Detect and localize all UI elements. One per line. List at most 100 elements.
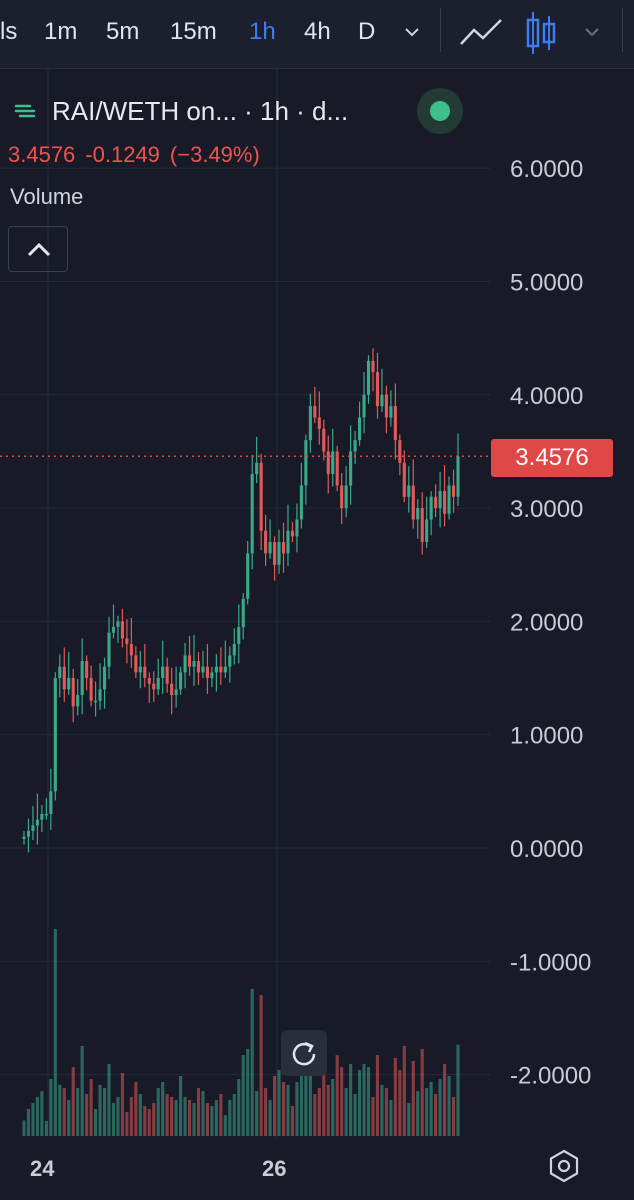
timeframe-toolbar: ls 1m 5m 15m 1h 4h D — [0, 0, 634, 69]
volume-bar — [255, 1091, 259, 1136]
volume-bar — [420, 1049, 424, 1136]
candle — [232, 644, 236, 656]
candle — [344, 485, 348, 509]
candle — [241, 598, 245, 628]
volume-bar — [98, 1085, 102, 1136]
candle — [286, 530, 290, 554]
volume-bar — [138, 1094, 142, 1136]
volume-bar — [228, 1100, 232, 1136]
candle — [102, 666, 107, 690]
volume-bar — [232, 1094, 236, 1136]
volume-bar — [147, 1109, 151, 1136]
timeframe-1h[interactable]: 1h — [249, 18, 276, 45]
y-axis-label: -2.0000 — [510, 1063, 591, 1090]
candle — [85, 661, 89, 679]
volume-bar — [89, 1079, 93, 1136]
chevron-down-icon[interactable] — [402, 22, 422, 42]
timeframe-ls[interactable]: ls — [0, 18, 18, 45]
volume-bar — [125, 1112, 129, 1136]
candle — [272, 542, 277, 565]
volume-bar — [129, 1097, 133, 1136]
candle — [111, 627, 116, 633]
volume-bar — [76, 1088, 80, 1136]
y-axis-label: 4.0000 — [510, 383, 583, 410]
candle — [295, 519, 299, 537]
volume-bar — [161, 1082, 165, 1136]
volume-bar — [299, 1049, 303, 1136]
volume-bar — [183, 1097, 187, 1136]
line-chart-icon[interactable] — [458, 14, 504, 50]
volume-bar — [71, 1067, 75, 1136]
volume-bar — [246, 1049, 250, 1136]
candle — [71, 678, 75, 707]
candle — [174, 689, 178, 696]
volume-bar — [411, 1061, 415, 1136]
volume-bar — [402, 1046, 406, 1136]
candle — [161, 666, 165, 679]
volume-bar — [286, 1085, 290, 1136]
volume-bar — [44, 1121, 48, 1136]
candle — [384, 394, 388, 418]
volume-bar — [116, 1097, 120, 1136]
candle — [326, 451, 330, 475]
volume-bar — [268, 1100, 272, 1136]
timeframe-5m[interactable]: 5m — [106, 18, 140, 45]
candle — [331, 451, 335, 475]
candle — [246, 553, 250, 599]
volume-bar — [40, 1091, 44, 1136]
price-chart[interactable]: 6.0000 5.0000 4.0000 3.0000 2.0000 1.0000 0.00… — [0, 68, 634, 1138]
volume-bar — [313, 1094, 317, 1136]
volume-bar — [58, 1085, 62, 1136]
volume-bar — [451, 1097, 456, 1136]
candle — [196, 661, 201, 673]
candlestick-icon[interactable] — [524, 10, 558, 56]
timeframe-1m[interactable]: 1m — [44, 18, 78, 45]
timeframe-4h[interactable]: 4h — [304, 18, 331, 45]
volume-bar — [49, 1079, 53, 1136]
settings-icon[interactable] — [546, 1148, 582, 1184]
candle — [451, 485, 456, 497]
collapse-legend-button[interactable] — [8, 226, 68, 272]
candle — [183, 655, 187, 673]
volume-bar — [308, 1064, 312, 1136]
volume-bar — [434, 1094, 438, 1136]
volume-bar — [393, 1058, 397, 1136]
x-axis-label: 26 — [262, 1156, 287, 1181]
candle — [375, 372, 380, 407]
candle — [281, 542, 286, 554]
x-axis-label: 24 — [30, 1156, 55, 1181]
candle — [322, 428, 326, 452]
volume-bar — [102, 1088, 107, 1136]
candle — [192, 661, 196, 667]
candle — [214, 666, 218, 673]
timeframe-d[interactable]: D — [358, 18, 376, 45]
candle — [165, 666, 169, 684]
timeframe-15m[interactable]: 15m — [170, 18, 217, 45]
symbol-title[interactable]: RAI/WETH on... · 1h · d... — [52, 96, 349, 126]
volume-bar — [85, 1094, 89, 1136]
volume-bar — [170, 1097, 174, 1136]
volume-bar — [380, 1085, 384, 1136]
reset-chart-button[interactable] — [281, 1030, 327, 1076]
chevron-down-icon[interactable] — [582, 22, 602, 42]
candle — [210, 672, 214, 679]
y-axis-label: 3.0000 — [510, 496, 583, 523]
volume-bar — [94, 1109, 98, 1136]
volume-bar — [326, 1085, 330, 1136]
candle — [313, 406, 317, 418]
candle — [304, 440, 308, 486]
volume-bar — [429, 1082, 433, 1136]
candle — [371, 360, 375, 373]
volume-bar — [31, 1103, 35, 1136]
candle — [22, 836, 26, 839]
volume-bar — [111, 1103, 116, 1136]
candle — [380, 394, 384, 407]
candle — [89, 678, 93, 701]
volume-bar — [389, 1100, 393, 1136]
volume-bar — [143, 1106, 147, 1136]
candle — [429, 496, 433, 520]
volume-bar — [264, 1088, 268, 1136]
candle — [264, 530, 268, 554]
candle — [389, 406, 393, 418]
volume-bar — [219, 1094, 223, 1136]
